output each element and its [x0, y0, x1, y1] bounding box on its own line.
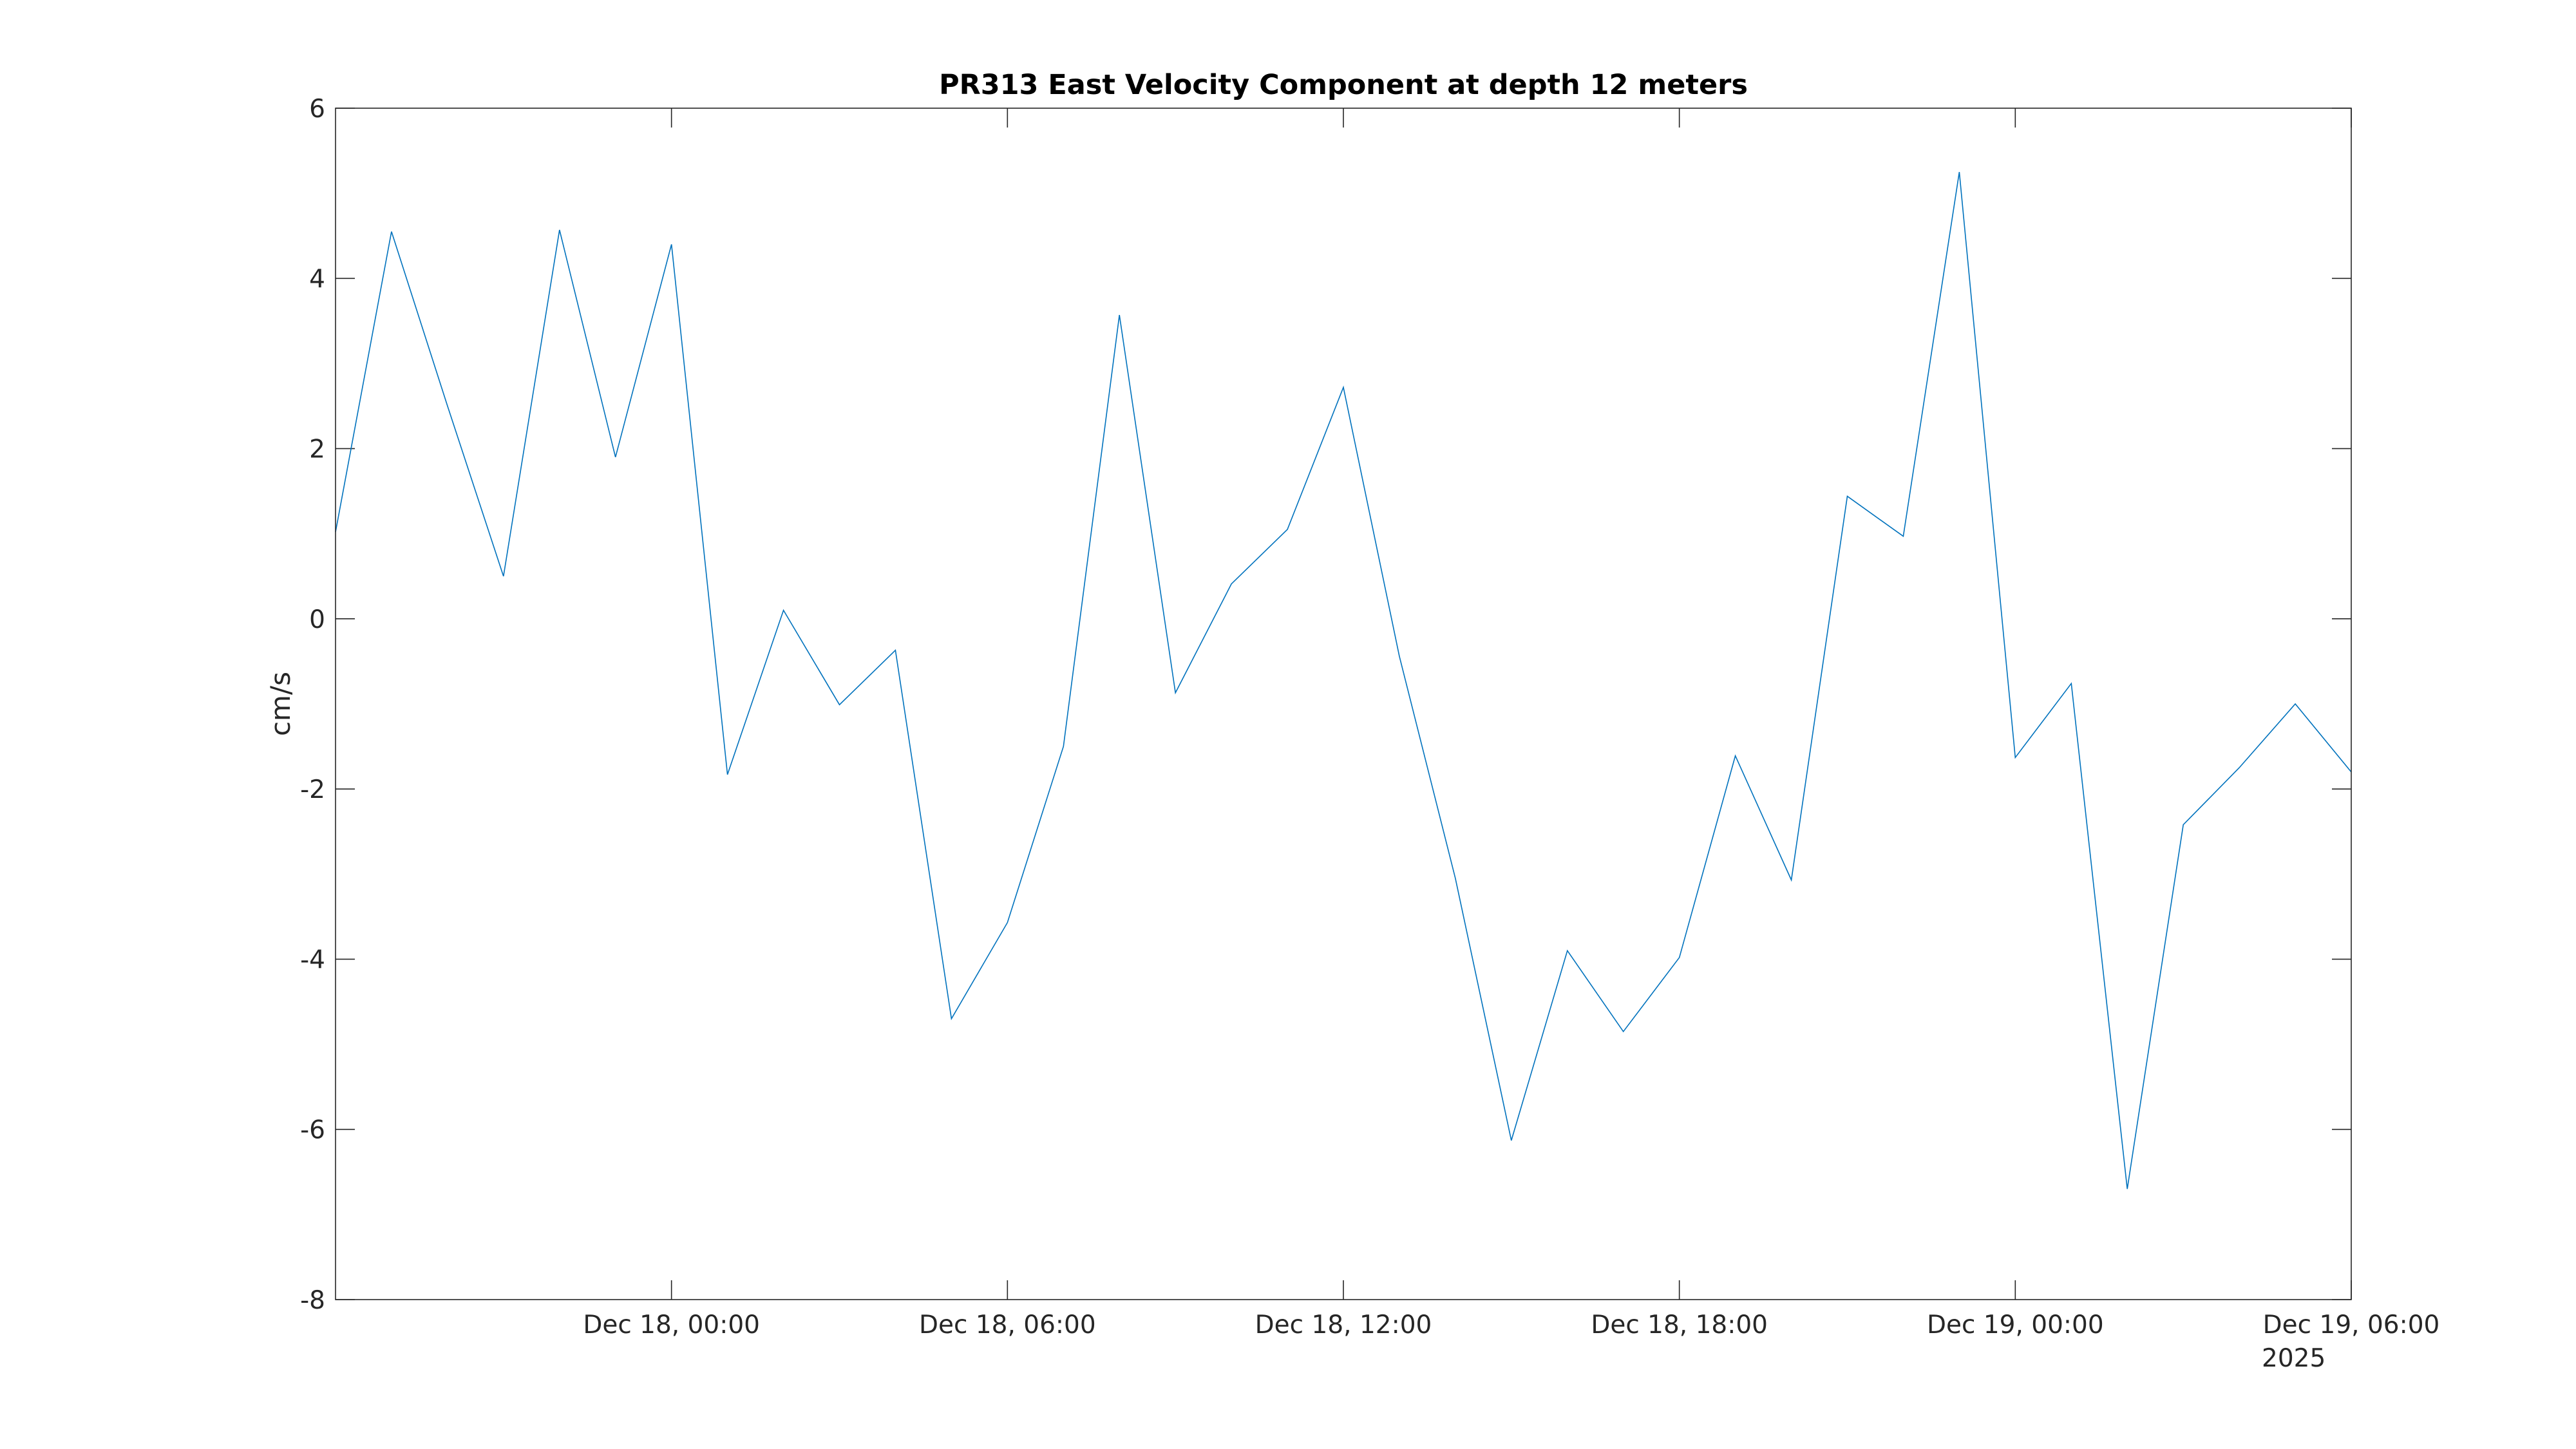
- x-tick-label: Dec 18, 06:00: [919, 1311, 1096, 1340]
- y-tick-label: -8: [300, 1286, 325, 1315]
- series-line: [335, 171, 2352, 1189]
- x-tick-label: Dec 18, 12:00: [1255, 1311, 1432, 1340]
- axes-box: [335, 108, 2352, 1300]
- y-tick-label: 0: [309, 605, 325, 634]
- y-tick-label: -2: [300, 775, 325, 804]
- x-tick-label: Dec 19, 06:00: [2263, 1311, 2440, 1340]
- x-tick-label: Dec 19, 00:00: [1927, 1311, 2104, 1340]
- x-tick-label: Dec 18, 00:00: [583, 1311, 760, 1340]
- y-tick-label: 4: [309, 265, 325, 294]
- y-tick-label: 2: [309, 435, 325, 464]
- chart-title: PR313 East Velocity Component at depth 1…: [939, 69, 1748, 101]
- y-tick-label: -6: [300, 1116, 325, 1145]
- x-tick-labels: Dec 18, 00:00 Dec 18, 06:00 Dec 18, 12:00 D…: [583, 1311, 2439, 1340]
- series-layer: [335, 171, 2352, 1189]
- x-tick-label: Dec 18, 18:00: [1591, 1311, 1768, 1340]
- plot-area: [336, 108, 2351, 1300]
- y-tick-labels: 6 4 2 0 -2 -4 -6 -8: [300, 95, 325, 1315]
- y-tick-label: 6: [309, 95, 325, 124]
- x-year-label: 2025: [2262, 1344, 2325, 1373]
- y-tick-label: -4: [300, 945, 325, 974]
- y-axis-label: cm/s: [265, 672, 296, 736]
